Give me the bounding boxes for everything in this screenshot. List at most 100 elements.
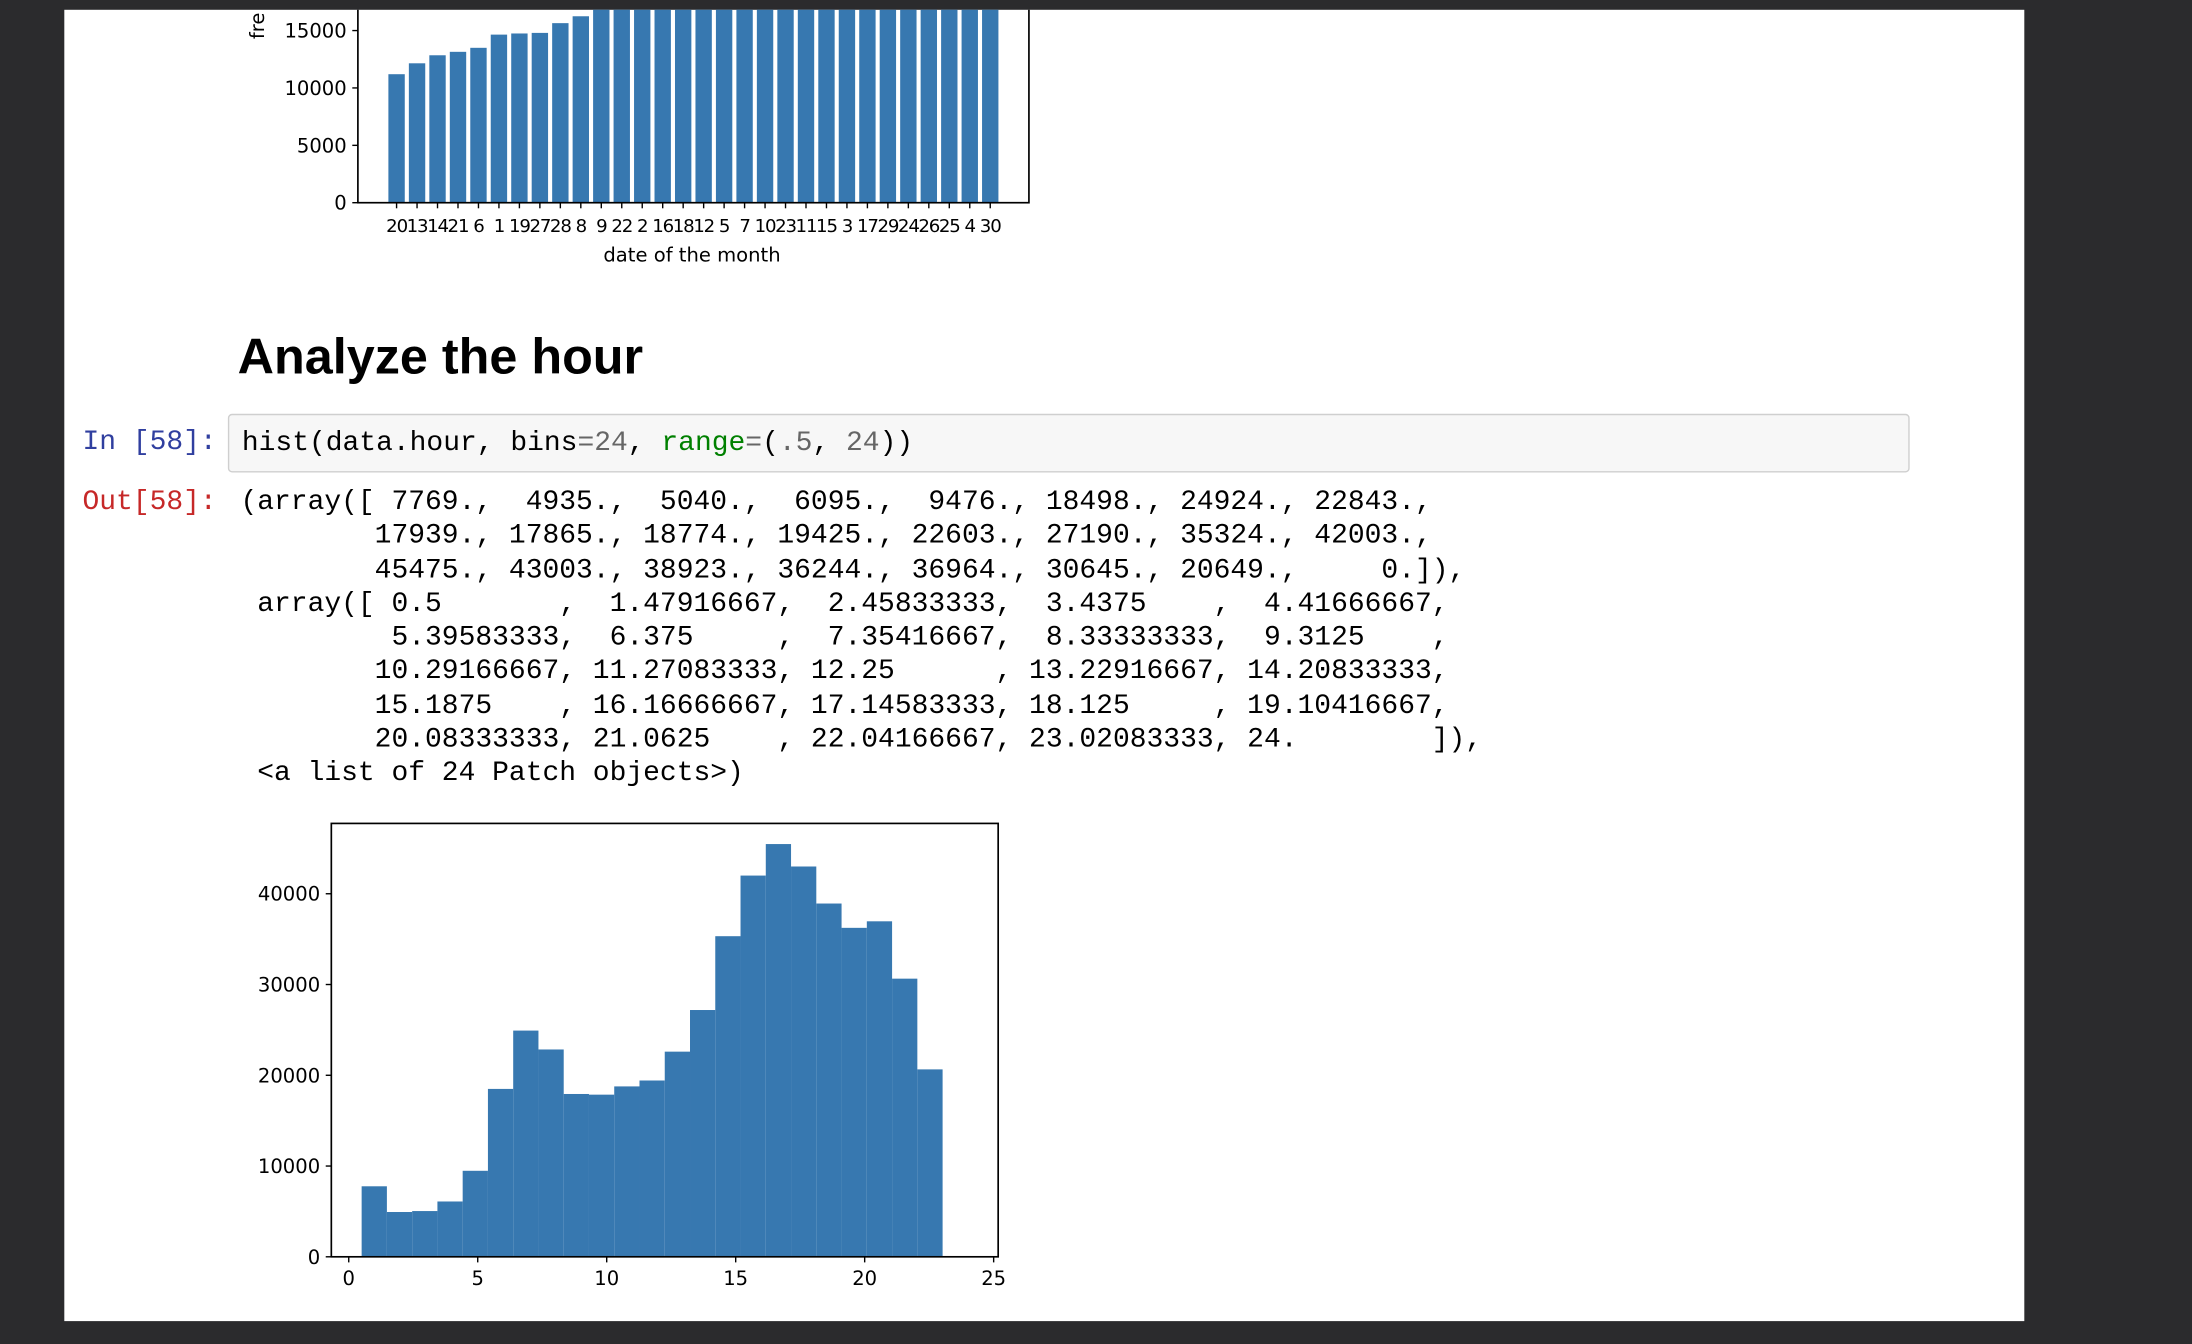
x-tick-label: 9 bbox=[596, 216, 607, 237]
out-prompt: Out[58]: bbox=[82, 486, 217, 519]
hist-bar bbox=[437, 1201, 463, 1257]
heading: Analyze the hour bbox=[237, 327, 644, 385]
bar bbox=[634, 9, 651, 203]
code-token: 24 bbox=[594, 427, 628, 460]
hour-histogram: 0 5 10 15 20 25 0 10000 20000 30000 40000 bbox=[258, 822, 1006, 1290]
output-line: 20.08333333, 21.0625 , 22.04166667, 23.0… bbox=[240, 724, 1483, 757]
bar bbox=[736, 9, 753, 203]
code-token: ( bbox=[762, 427, 779, 460]
code-token: , bbox=[627, 427, 662, 460]
bar bbox=[920, 9, 938, 203]
x-tick-label: 5 bbox=[719, 216, 729, 237]
x-tick-label: 14 bbox=[427, 216, 448, 237]
code-cell[interactable]: hist(data.hour, bins=24, range=(.5, 24)) bbox=[227, 413, 1910, 473]
y-tick-label: 0 bbox=[308, 1246, 320, 1269]
bar bbox=[593, 9, 610, 203]
y-tick-label: 15000 bbox=[284, 20, 346, 43]
x-tick-label: 11 bbox=[796, 216, 817, 237]
x-tick-label: 21 bbox=[448, 216, 469, 237]
y-tick-label: 40000 bbox=[258, 883, 320, 906]
hist-bar bbox=[866, 921, 893, 1257]
x-tick-label: 0 bbox=[343, 1267, 355, 1290]
x-tick-label: 30 bbox=[980, 216, 1001, 237]
bar bbox=[449, 51, 467, 203]
bar bbox=[756, 9, 774, 203]
code-token: 24 bbox=[846, 427, 880, 460]
x-tick-label: 6 bbox=[473, 216, 484, 237]
bar bbox=[715, 9, 733, 203]
x-tick-label: 10 bbox=[594, 1267, 619, 1290]
notebook: 20 13 14 21 6 1 19 27 28 8 9 22 2 16 18 12 5 7 10 23 11 15 3 17… bbox=[64, 9, 2025, 1322]
hist-bar bbox=[487, 1088, 514, 1257]
hist-bar bbox=[614, 1086, 640, 1257]
bar bbox=[961, 9, 978, 203]
y-axis-label: fre bbox=[246, 13, 269, 40]
x-tick-label: 28 bbox=[550, 216, 571, 237]
y-tick-label: 10000 bbox=[284, 77, 346, 100]
y-tick-label: 5000 bbox=[297, 134, 347, 157]
hist-bar bbox=[664, 1051, 691, 1257]
x-tick-label: 19 bbox=[509, 216, 530, 237]
bar bbox=[429, 55, 446, 203]
output-line: (array([ 7769., 4935., 5040., 6095., 947… bbox=[240, 486, 1432, 519]
x-tick-label: 20 bbox=[852, 1267, 877, 1290]
x-tick-label: 24 bbox=[898, 216, 919, 237]
bar bbox=[572, 16, 590, 203]
x-tick-label: 12 bbox=[693, 216, 714, 237]
bar bbox=[818, 9, 835, 203]
x-tick-label: 29 bbox=[877, 216, 898, 237]
in-prompt: In [58]: bbox=[82, 426, 217, 459]
bar bbox=[838, 9, 856, 203]
bar bbox=[654, 9, 671, 203]
x-tick-label: 27 bbox=[529, 216, 550, 237]
hist-bar bbox=[588, 1094, 615, 1257]
hist-bar bbox=[361, 1186, 387, 1257]
hist-bar bbox=[765, 844, 792, 1257]
bar bbox=[613, 9, 630, 203]
x-tick-label: 2 bbox=[637, 216, 647, 237]
bar bbox=[797, 9, 815, 203]
hist-bar bbox=[791, 866, 817, 1257]
y-tick-label: 10000 bbox=[258, 1155, 320, 1178]
output-line: 17939., 17865., 18774., 19425., 22603., … bbox=[240, 520, 1432, 553]
output-line: 5.39583333, 6.375 , 7.35416667, 8.333333… bbox=[240, 622, 1449, 655]
bar bbox=[695, 9, 712, 203]
code[interactable]: hist(data.hour, bins=24, range=(.5, 24)) bbox=[242, 428, 913, 460]
y-tick-label: 20000 bbox=[258, 1064, 320, 1087]
hist-bar bbox=[386, 1212, 413, 1257]
hist-bar bbox=[841, 927, 867, 1257]
bar bbox=[777, 9, 794, 203]
y-tick-label: 30000 bbox=[258, 974, 320, 997]
x-tick-label: 8 bbox=[576, 216, 587, 237]
x-tick-label: 18 bbox=[673, 216, 694, 237]
x-tick-label: 20 bbox=[386, 216, 407, 237]
x-axis-label: date of the month bbox=[603, 243, 780, 266]
bar bbox=[531, 32, 549, 203]
x-tick-label: 25 bbox=[981, 1267, 1006, 1290]
bar bbox=[859, 9, 876, 203]
notebook-content: 20 13 14 21 6 1 19 27 28 8 9 22 2 16 18 12 5 7 10 23 11 15 3 17… bbox=[64, 9, 2024, 1321]
bar bbox=[982, 9, 999, 203]
code-token: = bbox=[745, 427, 763, 460]
code-token: hist(data.hour, bins bbox=[241, 427, 578, 460]
plot-frame bbox=[330, 822, 1000, 1258]
output-line: <a list of 24 Patch objects>) bbox=[240, 758, 744, 791]
x-tick-label: 4 bbox=[965, 216, 976, 237]
output-line: 45475., 43003., 38923., 36244., 36964., … bbox=[240, 554, 1466, 587]
x-tick-label: 16 bbox=[652, 216, 673, 237]
x-tick-label: 15 bbox=[723, 1267, 748, 1290]
hist-bar bbox=[639, 1080, 665, 1257]
bar bbox=[470, 47, 487, 203]
hist-bar bbox=[563, 1093, 589, 1257]
x-tick-label: 17 bbox=[857, 216, 878, 237]
code-token: , bbox=[812, 427, 847, 460]
hist-bar bbox=[740, 875, 766, 1257]
bar bbox=[388, 74, 405, 203]
bar bbox=[552, 23, 569, 203]
x-tick-label: 7 bbox=[739, 216, 749, 237]
bar bbox=[511, 33, 528, 203]
x-tick-label: 5 bbox=[471, 1267, 483, 1290]
x-tick-label: 26 bbox=[918, 216, 939, 237]
